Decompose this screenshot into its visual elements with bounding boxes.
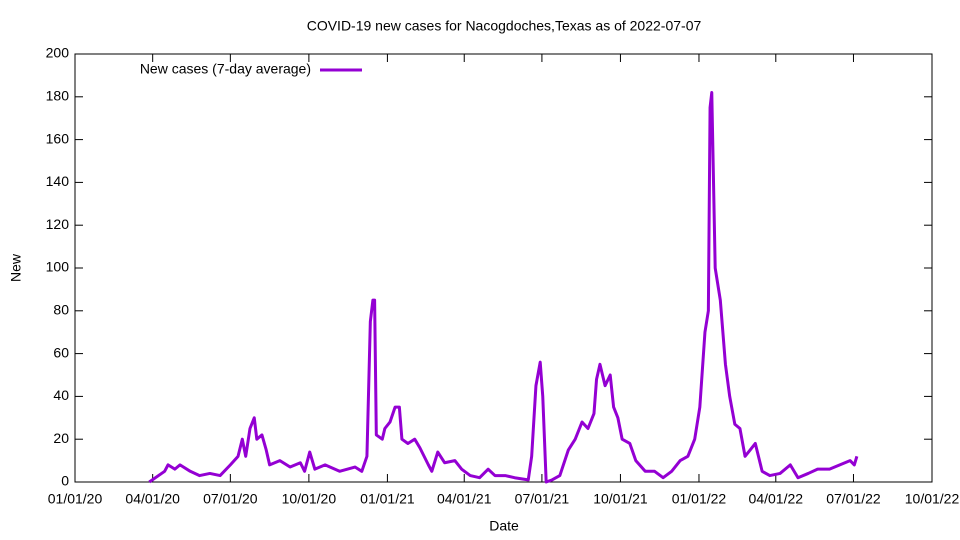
y-axis-label: New xyxy=(8,253,24,282)
y-tick-label: 40 xyxy=(53,387,69,403)
y-tick-label: 60 xyxy=(53,344,69,360)
x-tick-label: 10/01/20 xyxy=(282,491,337,507)
y-tick-label: 200 xyxy=(46,45,70,61)
x-tick-label: 07/01/22 xyxy=(826,491,881,507)
y-tick-label: 20 xyxy=(53,430,69,446)
x-tick-label: 07/01/20 xyxy=(203,491,258,507)
y-tick-label: 100 xyxy=(46,259,70,275)
plot-frame xyxy=(74,53,933,483)
x-tick-label: 04/01/22 xyxy=(749,491,804,507)
x-tick-label: 01/01/21 xyxy=(360,491,415,507)
x-tick-label: 01/01/20 xyxy=(48,491,103,507)
x-axis-label: Date xyxy=(489,518,519,534)
x-tick-label: 07/01/21 xyxy=(515,491,570,507)
y-tick-label: 160 xyxy=(46,130,70,146)
y-tick-label: 140 xyxy=(46,173,70,189)
y-tick-label: 120 xyxy=(46,216,70,232)
x-tick-label: 04/01/21 xyxy=(437,491,492,507)
y-tick-label: 80 xyxy=(53,302,69,318)
x-tick-label: 10/01/22 xyxy=(905,491,960,507)
y-tick-label: 0 xyxy=(61,473,69,489)
legend-label: New cases (7-day average) xyxy=(140,61,311,77)
data-line xyxy=(148,91,859,484)
x-tick-label: 04/01/20 xyxy=(125,491,180,507)
chart-title: COVID-19 new cases for Nacogdoches,Texas… xyxy=(307,18,702,34)
x-tick-label: 01/01/22 xyxy=(672,491,727,507)
y-tick-label: 180 xyxy=(46,88,70,104)
x-tick-label: 10/01/21 xyxy=(593,491,648,507)
